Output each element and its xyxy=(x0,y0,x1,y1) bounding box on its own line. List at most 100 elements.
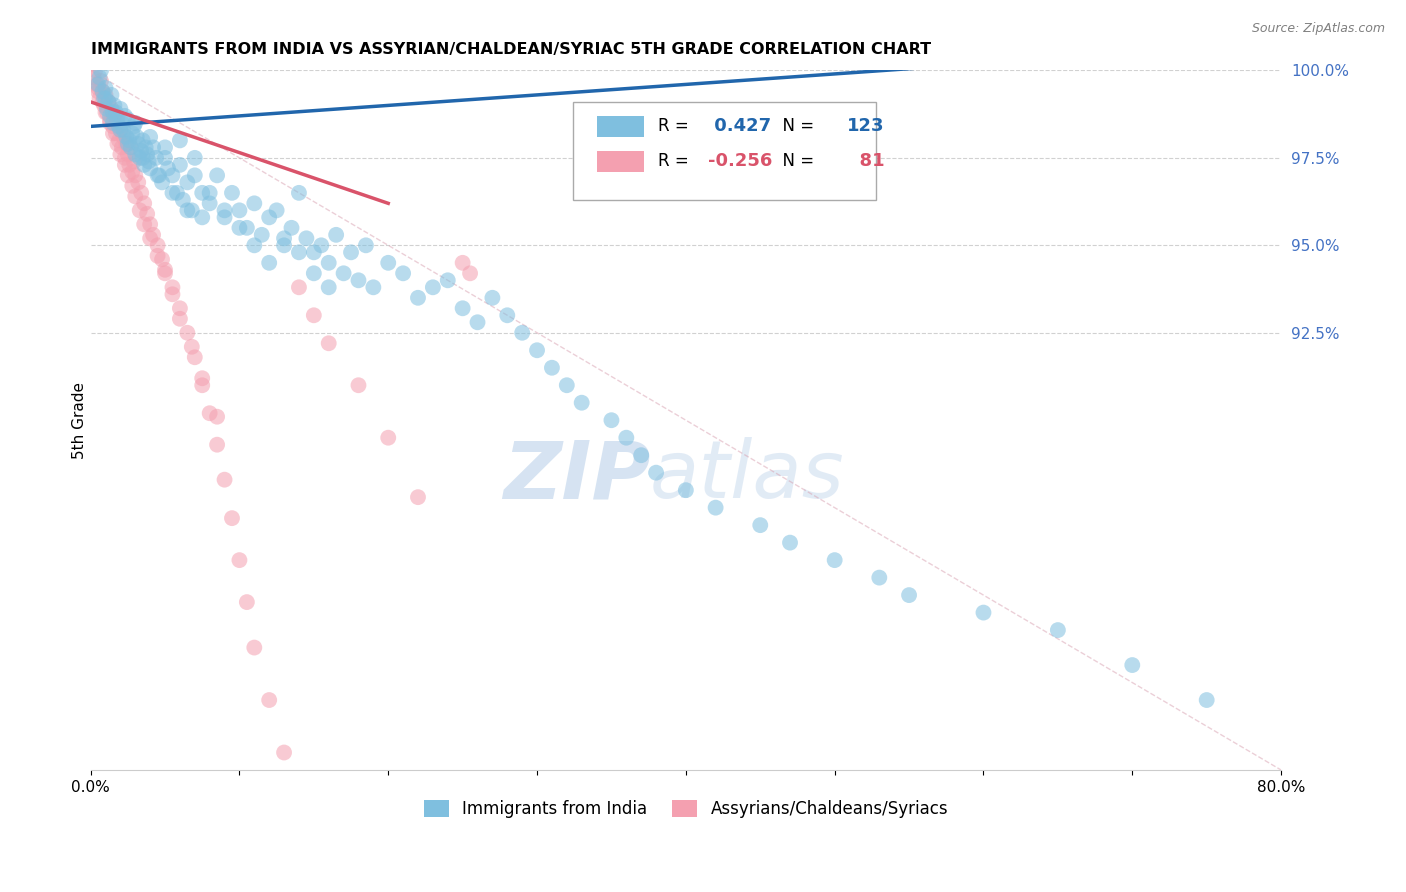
Point xyxy=(288,186,311,200)
Point xyxy=(156,161,179,176)
Point xyxy=(94,81,117,95)
Point xyxy=(198,406,221,420)
Point xyxy=(176,175,198,189)
Point xyxy=(97,95,120,109)
Legend: Immigrants from India, Assyrians/Chaldeans/Syriacs: Immigrants from India, Assyrians/Chaldea… xyxy=(418,793,955,824)
Point xyxy=(96,105,118,120)
Point xyxy=(131,151,153,165)
Point xyxy=(510,326,533,340)
Point xyxy=(325,227,347,242)
Point xyxy=(153,140,176,154)
Point xyxy=(169,301,191,316)
Point xyxy=(103,109,125,123)
Point xyxy=(302,266,325,280)
Point xyxy=(118,133,141,147)
Point xyxy=(205,409,228,424)
Point xyxy=(273,746,295,760)
Point xyxy=(243,640,266,655)
Point xyxy=(273,238,295,252)
Point xyxy=(180,203,202,218)
Point xyxy=(136,147,159,161)
Point xyxy=(184,169,207,183)
Point xyxy=(124,116,146,130)
Point xyxy=(121,127,143,141)
Point xyxy=(406,291,429,305)
Point xyxy=(1240,45,1263,60)
Bar xyxy=(596,116,644,136)
Point xyxy=(363,280,385,294)
Point xyxy=(110,123,132,137)
Point xyxy=(318,256,340,270)
Point xyxy=(139,217,162,231)
Point xyxy=(104,105,127,120)
Point xyxy=(122,120,145,134)
Point xyxy=(86,78,108,92)
Point xyxy=(436,273,458,287)
Y-axis label: 5th Grade: 5th Grade xyxy=(72,382,87,458)
Point xyxy=(142,227,165,242)
Point xyxy=(135,140,157,154)
Point xyxy=(779,535,801,549)
Point xyxy=(704,500,727,515)
Point xyxy=(122,154,145,169)
Point xyxy=(112,129,135,144)
Point xyxy=(198,186,221,200)
Point xyxy=(250,227,273,242)
Point xyxy=(205,438,228,452)
Text: R =: R = xyxy=(658,118,695,136)
Point xyxy=(972,606,994,620)
Point xyxy=(169,133,191,147)
Point xyxy=(129,186,152,200)
Point xyxy=(108,133,131,147)
Point xyxy=(221,186,243,200)
Point xyxy=(1195,693,1218,707)
Point xyxy=(191,211,214,225)
Point xyxy=(162,280,184,294)
Point xyxy=(114,109,136,123)
Point xyxy=(139,129,162,144)
Point xyxy=(169,158,191,172)
Point xyxy=(221,511,243,525)
Point xyxy=(377,256,399,270)
Point xyxy=(451,301,474,316)
Point xyxy=(162,287,184,301)
Point xyxy=(340,245,363,260)
Point xyxy=(257,693,280,707)
Point xyxy=(243,196,266,211)
Point xyxy=(112,123,135,137)
Point xyxy=(124,189,146,203)
Text: Source: ZipAtlas.com: Source: ZipAtlas.com xyxy=(1251,22,1385,36)
Point xyxy=(128,203,150,218)
Point xyxy=(347,273,370,287)
Text: N =: N = xyxy=(772,118,818,136)
Point xyxy=(110,147,132,161)
Point xyxy=(318,336,340,351)
Point xyxy=(118,158,141,172)
Point xyxy=(125,129,148,144)
Point xyxy=(93,98,115,112)
Point xyxy=(110,123,132,137)
Point xyxy=(120,140,142,154)
Point xyxy=(121,178,143,193)
Point xyxy=(467,315,489,329)
Point xyxy=(139,161,162,176)
Point xyxy=(302,245,325,260)
Point xyxy=(422,280,444,294)
Point xyxy=(104,127,127,141)
Point xyxy=(87,78,110,92)
Point xyxy=(89,70,111,85)
Point xyxy=(127,136,149,151)
Text: R =: R = xyxy=(658,153,695,170)
Point xyxy=(526,343,548,358)
Point xyxy=(134,196,156,211)
Point xyxy=(451,256,474,270)
Point xyxy=(146,169,169,183)
Point xyxy=(94,91,117,105)
Point xyxy=(614,431,637,445)
Point xyxy=(214,203,236,218)
Point xyxy=(124,169,146,183)
Point xyxy=(541,360,564,375)
Point xyxy=(318,280,340,294)
Text: 81: 81 xyxy=(846,153,884,170)
Point xyxy=(600,413,623,427)
